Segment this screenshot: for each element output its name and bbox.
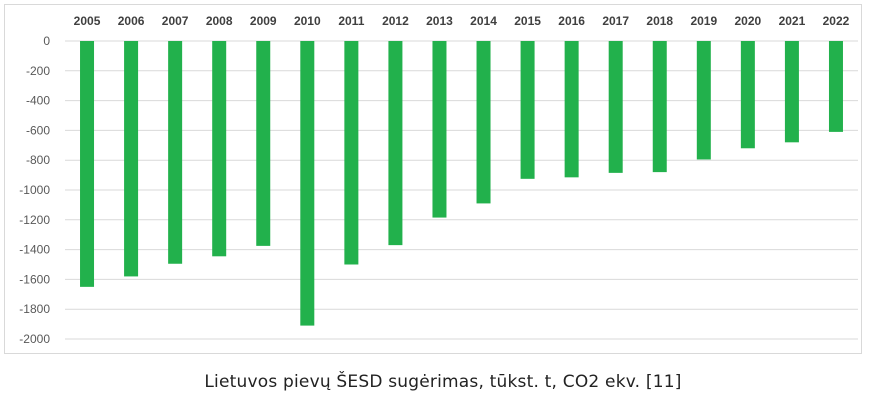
bar-2017 bbox=[608, 41, 623, 173]
bar-2020 bbox=[740, 41, 755, 149]
y-tick-label: -2000 bbox=[19, 332, 50, 346]
bar-2014 bbox=[476, 41, 491, 204]
bar-2008 bbox=[212, 41, 227, 257]
bar-2007 bbox=[168, 41, 183, 264]
x-tick-label-2007: 2007 bbox=[162, 14, 189, 28]
y-tick-label: -1600 bbox=[19, 272, 50, 286]
x-tick-label-2019: 2019 bbox=[690, 14, 717, 28]
bar-2018 bbox=[652, 41, 667, 173]
x-tick-label-2017: 2017 bbox=[602, 14, 629, 28]
x-tick-label-2022: 2022 bbox=[823, 14, 850, 28]
bar-2016 bbox=[564, 41, 579, 178]
bar-2009 bbox=[256, 41, 271, 246]
chart-caption: Lietuvos pievų ŠESD sugėrimas, tūkst. t,… bbox=[204, 372, 682, 392]
bar-2021 bbox=[784, 41, 799, 143]
x-tick-label-2014: 2014 bbox=[470, 14, 497, 28]
bar-2010 bbox=[300, 41, 315, 326]
y-tick-label: -200 bbox=[26, 64, 50, 78]
bar-chart: 0 -200 -400 -600 -800 -1000 -1200 -1400 -1600 -18… bbox=[19, 14, 858, 346]
x-tick-label-2008: 2008 bbox=[206, 14, 233, 28]
y-tick-label: -1400 bbox=[19, 243, 50, 257]
y-tick-label: -400 bbox=[26, 94, 50, 108]
bar-2022 bbox=[828, 41, 843, 132]
x-tick-label-2011: 2011 bbox=[338, 14, 364, 28]
y-tick-label: -1800 bbox=[19, 302, 50, 316]
bar-2012 bbox=[388, 41, 403, 246]
x-tick-label-2021: 2021 bbox=[779, 14, 806, 28]
x-tick-label-2020: 2020 bbox=[735, 14, 762, 28]
bar-2019 bbox=[696, 41, 711, 160]
y-tick-label: -800 bbox=[26, 153, 50, 167]
x-tick-label-2009: 2009 bbox=[250, 14, 277, 28]
y-tick-label: -1200 bbox=[19, 213, 50, 227]
bar-2013 bbox=[432, 41, 447, 218]
x-tick-label-2005: 2005 bbox=[74, 14, 101, 28]
x-tick-label-2018: 2018 bbox=[646, 14, 673, 28]
x-tick-label-2013: 2013 bbox=[426, 14, 453, 28]
y-tick-label: 0 bbox=[43, 34, 50, 48]
y-tick-label: -600 bbox=[26, 123, 50, 137]
bar-2011 bbox=[344, 41, 359, 265]
x-tick-label-2016: 2016 bbox=[558, 14, 585, 28]
bar-2006 bbox=[124, 41, 139, 277]
x-tick-label-2012: 2012 bbox=[382, 14, 409, 28]
y-tick-label: -1000 bbox=[19, 183, 50, 197]
x-tick-label-2010: 2010 bbox=[294, 14, 321, 28]
x-tick-label-2006: 2006 bbox=[118, 14, 145, 28]
bar-2005 bbox=[80, 41, 95, 287]
bar-2015 bbox=[520, 41, 535, 179]
x-tick-label-2015: 2015 bbox=[514, 14, 541, 28]
